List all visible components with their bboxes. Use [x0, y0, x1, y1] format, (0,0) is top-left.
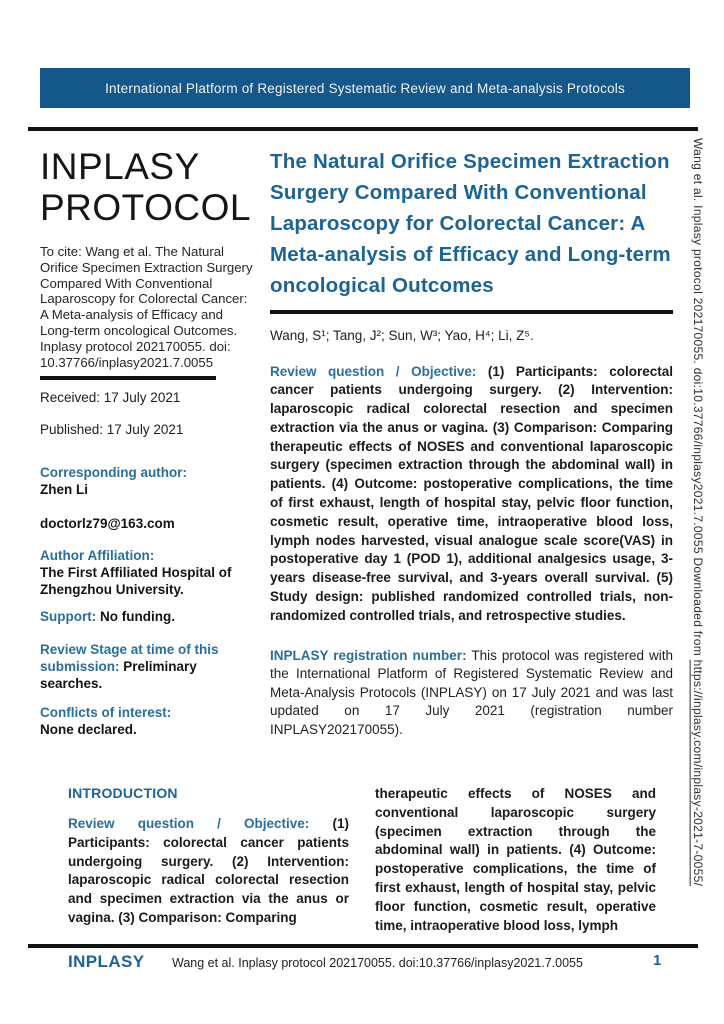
review-question-paragraph: Review question / Objective: (1) Partici… [270, 363, 673, 626]
platform-banner: International Platform of Registered Sys… [40, 68, 690, 108]
article-title: The Natural Orifice Specimen Extraction … [270, 150, 671, 297]
introduction-text-left: (1) Participants: colorectal cancer pati… [68, 816, 349, 925]
received-date: Received: 17 July 2021 [40, 389, 181, 405]
review-stage-label: Review Stage at time of this submission: [40, 641, 219, 674]
sidebar-download-note: Wang et al. Inplasy protocol 202170055. … [691, 138, 705, 1024]
introduction-column-right: therapeutic effects of NOSES and convent… [375, 785, 656, 935]
footer-brand: INPLASY [68, 952, 145, 971]
review-stage-block: Review Stage at time of this submission:… [40, 641, 253, 692]
author-affiliation-block: Author Affiliation: The First Affiliated… [40, 547, 253, 598]
introduction-column-left: INTRODUCTION Review question / Objective… [68, 785, 349, 928]
header-divider [28, 127, 698, 131]
corresponding-author-block: Corresponding author: Zhen Li [40, 464, 253, 498]
page-number: 1 [653, 952, 662, 969]
sidebar-download-url[interactable]: https://inplasy.com/inplasy-2021-7-0055/ [691, 659, 705, 887]
review-question-text: (1) Participants: colorectal cancer pati… [270, 363, 673, 623]
registration-text: This protocol was registered with the In… [270, 647, 673, 737]
conflicts-label: Conflicts of interest: [40, 704, 172, 720]
footer-divider [28, 944, 698, 948]
to-cite-text: To cite: Wang et al. The Natural Orifice… [40, 244, 253, 370]
main-column: The Natural Orifice Specimen Extraction … [270, 146, 673, 739]
conflicts-block: Conflicts of interest: None declared. [40, 704, 253, 738]
platform-banner-text: International Platform of Registered Sys… [105, 80, 625, 96]
introduction-paragraph-left: Review question / Objective: (1) Partici… [68, 815, 349, 928]
footer-citation: Wang et al. Inplasy protocol 202170055. … [172, 956, 583, 970]
metadata-divider [40, 376, 216, 380]
support-label: Support: [40, 608, 97, 624]
corresponding-author-name: Zhen Li [40, 481, 88, 497]
title-divider [270, 310, 673, 314]
introduction-heading: INTRODUCTION [68, 785, 178, 801]
support-block: Support: No funding. [40, 608, 253, 625]
corresponding-author-email: doctorlz79@163.com [40, 515, 175, 531]
inplasy-protocol-wordmark: INPLASY PROTOCOL [40, 146, 253, 228]
introduction-review-question-label: Review question / Objective: [68, 816, 310, 831]
wordmark-line-2: PROTOCOL [40, 187, 251, 228]
affiliation-label: Author Affiliation: [40, 547, 155, 563]
review-stage-value: Preliminary searches. [40, 658, 197, 691]
metadata-column: INPLASY PROTOCOL To cite: Wang et al. Th… [40, 146, 253, 738]
introduction-paragraph-right: therapeutic effects of NOSES and convent… [375, 786, 656, 933]
corresponding-author-label: Corresponding author: [40, 464, 187, 480]
registration-paragraph: INPLASY registration number: This protoc… [270, 647, 673, 740]
review-question-label: Review question / Objective: [270, 363, 477, 379]
sidebar-citation-text: Wang et al. Inplasy protocol 202170055. … [691, 138, 705, 660]
authors-line: Wang, S¹; Tang, J²; Sun, W³; Yao, H⁴; Li… [270, 327, 534, 343]
conflicts-value: None declared. [40, 721, 137, 737]
published-date: Published: 17 July 2021 [40, 421, 184, 437]
wordmark-line-1: INPLASY [40, 146, 200, 187]
affiliation-value: The First Affiliated Hospital of Zhengzh… [40, 564, 232, 597]
support-value: No funding. [100, 608, 175, 624]
registration-label: INPLASY registration number: [270, 647, 467, 663]
